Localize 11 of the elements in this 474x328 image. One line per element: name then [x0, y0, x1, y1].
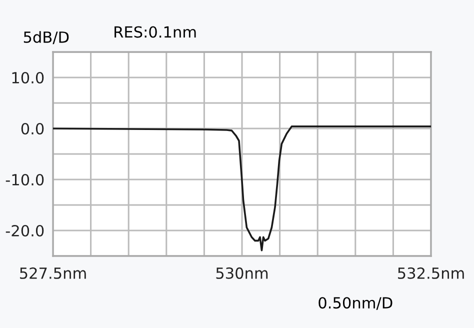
x-tick-label: 530nm: [216, 267, 268, 279]
x-axis-title: 0.50nm/D: [318, 297, 392, 310]
chart-title: RES:0.1nm: [114, 26, 196, 38]
x-tick-label: 527.5nm: [20, 267, 86, 279]
y-tick-label: 10.0: [12, 72, 44, 84]
y-tick-label: 0.0: [21, 122, 44, 135]
line-series: [53, 126, 431, 252]
x-tick-label: 532.5nm: [398, 267, 464, 279]
y-tick-label: -10.0: [6, 174, 44, 186]
y-axis-title: 5dB/D: [24, 31, 69, 44]
y-tick-label: -20.0: [6, 224, 44, 237]
